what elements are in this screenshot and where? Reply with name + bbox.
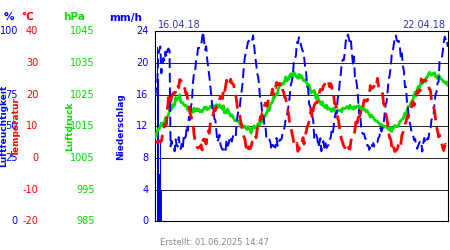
Text: 10: 10	[26, 121, 38, 131]
Text: -20: -20	[22, 216, 38, 226]
Text: 25: 25	[5, 153, 18, 163]
Text: 16: 16	[136, 90, 148, 100]
Text: 20: 20	[136, 58, 149, 68]
Text: 22.04.18: 22.04.18	[402, 20, 446, 30]
Text: 1045: 1045	[70, 26, 94, 36]
Text: 4: 4	[142, 184, 148, 194]
Bar	[159, 174, 160, 221]
Text: %: %	[4, 12, 14, 22]
Text: 75: 75	[5, 90, 18, 100]
Text: 1005: 1005	[70, 153, 94, 163]
Text: 0: 0	[32, 153, 38, 163]
Text: °C: °C	[22, 12, 34, 22]
Text: 995: 995	[76, 184, 94, 194]
Text: 0: 0	[142, 216, 148, 226]
Text: 1015: 1015	[70, 121, 94, 131]
Text: Erstellt: 01.06.2025 14:47: Erstellt: 01.06.2025 14:47	[160, 238, 269, 247]
Bar	[161, 190, 162, 221]
Text: mm/h: mm/h	[109, 12, 142, 22]
Text: 30: 30	[26, 58, 38, 68]
Text: 24: 24	[136, 26, 149, 36]
Text: 1025: 1025	[70, 90, 94, 100]
Text: 16.04.18: 16.04.18	[158, 20, 200, 30]
Text: 20: 20	[26, 90, 38, 100]
Text: -10: -10	[22, 184, 38, 194]
Bar	[158, 79, 159, 221]
Text: Niederschlag: Niederschlag	[116, 93, 125, 160]
Text: 50: 50	[5, 121, 18, 131]
Text: Luftdruck: Luftdruck	[65, 102, 74, 151]
Text: 985: 985	[76, 216, 94, 226]
Bar	[160, 142, 161, 221]
Text: 100: 100	[0, 26, 18, 36]
Bar	[157, 47, 158, 221]
Text: Luftfeuchtigkeit: Luftfeuchtigkeit	[0, 85, 8, 168]
Text: Temperatur: Temperatur	[12, 97, 21, 156]
Text: hPa: hPa	[63, 12, 85, 22]
Text: 0: 0	[12, 216, 18, 226]
Text: 12: 12	[136, 121, 149, 131]
Text: 40: 40	[26, 26, 38, 36]
Text: 1035: 1035	[70, 58, 94, 68]
Text: 8: 8	[142, 153, 148, 163]
